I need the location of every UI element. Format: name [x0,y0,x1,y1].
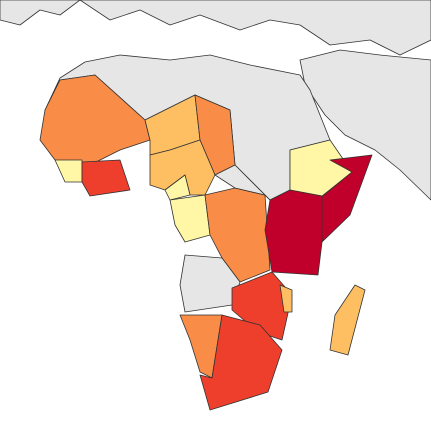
region [179,314,223,379]
middle-east [299,49,431,201]
region [169,194,211,243]
region [39,74,151,166]
europe [0,0,431,56]
region [214,164,271,201]
region [264,189,323,276]
region [164,174,191,201]
madagascar [329,284,366,356]
region [149,139,216,196]
region [279,284,293,313]
region [199,314,283,411]
region [81,159,131,197]
region [231,271,293,341]
